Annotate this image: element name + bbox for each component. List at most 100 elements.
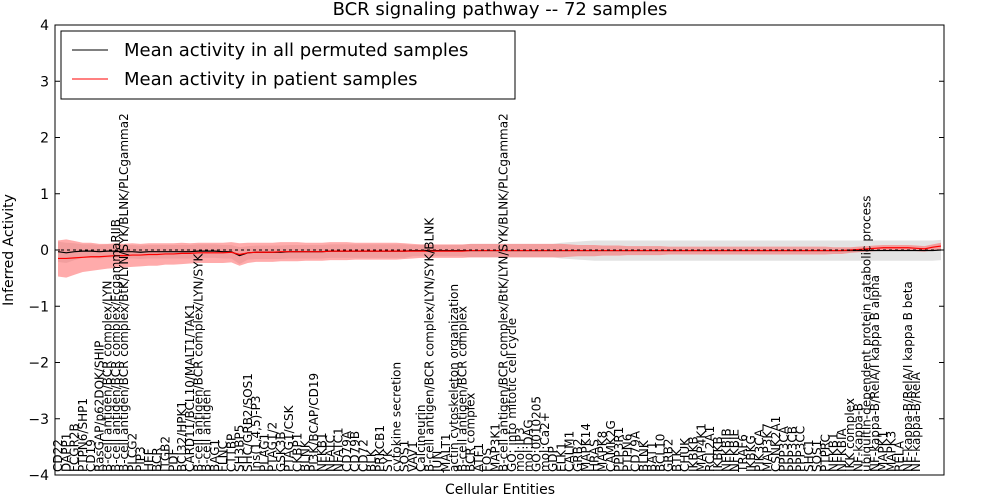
entity-label: BCR <box>150 447 164 472</box>
entity-label: B-cell antigen/BCR complex/FcgammaRIIB <box>109 219 123 472</box>
entity-label: TRAF6 <box>736 434 750 473</box>
entity-label: ATF1 <box>472 443 486 472</box>
entity-label: NFKBIA <box>835 427 849 472</box>
entity-label: actin cytoskeleton organization <box>447 284 461 472</box>
entity-label: BTK <box>670 447 684 472</box>
entity-label: Calcineurin <box>414 405 428 472</box>
entity-label: GO: into mitotic cell cycle <box>505 318 519 472</box>
entity-label: GSK3B <box>274 431 288 472</box>
entity-label: CKBP1 <box>290 433 304 472</box>
entity-label: SHC/GRB2/SOS1 <box>241 373 255 472</box>
entity-label: B-cell antigen/BCR complex/LYN/SYK <box>191 252 205 472</box>
entity-label: PTPN6 <box>620 434 634 472</box>
entity-label: PI3K/BCAP/CD19 <box>307 373 321 472</box>
entity-label: B-cell antigen/BCR complex/BtK/LYN/SYK/B… <box>497 113 511 472</box>
patient-band <box>58 239 941 278</box>
entity-label: PTAG1/CSK <box>282 404 296 472</box>
y-tick-label: −1 <box>28 299 49 315</box>
entity-label: CAMK2G <box>604 420 618 472</box>
entity-label: B-cell antigen/BCR complex <box>455 306 469 472</box>
entity-label: MAP4K1 <box>695 423 709 472</box>
entity-label: CARD11/BCL10/MALT1/TAK1 <box>183 303 197 472</box>
entity-label: Ins(1,4,5)-P3 <box>249 396 263 473</box>
entity-label: MAPK3 <box>884 431 898 472</box>
entity-label: PPP3R1 <box>612 427 626 472</box>
entity-label: B-cell antigen/BCR complex/LYN <box>101 280 115 472</box>
entity-label: NF-kappa-B <box>851 403 865 472</box>
entity-label: NFKBIB <box>719 428 733 472</box>
entity-label: GDP <box>546 446 560 472</box>
entity-label: MAPK1 <box>876 431 890 472</box>
entity-label: CHUK <box>678 437 692 472</box>
plot-frame <box>54 24 945 476</box>
y-tick-label: 2 <box>40 131 49 147</box>
legend-label-patient: Mean activity in patient samples <box>124 69 418 90</box>
entity-label: DAPP1 <box>59 433 73 472</box>
entity-label: SYK <box>381 448 395 472</box>
entity-label: PIP3 <box>134 446 148 472</box>
entity-label: CSNK2A1 <box>769 416 783 472</box>
series-lines <box>57 245 942 260</box>
legend: Mean activity in all permuted samples Me… <box>60 30 516 100</box>
entity-label: PPP3CA <box>777 425 791 472</box>
entity-label: VAV1 <box>406 441 420 472</box>
series-line-patient <box>58 245 942 260</box>
entity-label: PDF <box>167 449 181 472</box>
entity-label: SOS1 <box>810 440 824 472</box>
entity-label: RCL2A1 <box>703 426 717 472</box>
y-tick-label: 4 <box>40 18 49 34</box>
entity-label: JUN <box>431 451 445 473</box>
entity-label: SOS1 <box>398 440 412 472</box>
entity-label: NF-kappa-B/RelA/I kappa B alpha <box>868 275 882 472</box>
entity-label: CD79B <box>348 431 362 472</box>
entity-label: NF-kappa-B/RelA <box>909 371 923 472</box>
entity-label: B-cell antigen/BCR complex/LYN/SYK/BLNK <box>422 217 436 472</box>
entity-label: CD72 <box>356 439 370 472</box>
entity-label: BAG1 <box>208 439 222 472</box>
entity-label: NFATC <box>323 435 337 472</box>
entity-label: HRAS <box>587 439 601 472</box>
entity-label: IKBKB <box>711 436 725 472</box>
entity-label: PRKCB1 <box>373 425 387 472</box>
legend-label-permuted: Mean activity in all permuted samples <box>124 40 468 61</box>
entity-label: CD79A <box>340 430 354 472</box>
entity-label: B-cell antigen <box>200 389 214 472</box>
entity-label: PTPRC <box>818 434 832 472</box>
entity-label: PIK3CA <box>752 428 766 472</box>
y-tick-label: 0 <box>40 243 49 259</box>
entity-label: IKBKB <box>686 436 700 472</box>
entity-label: SHC1 <box>802 439 816 472</box>
entity-label: FCGR2B <box>68 423 82 472</box>
entity-label: NFKBIE <box>728 429 742 472</box>
entity-label: RasGAP/p62DOK/SHIP <box>92 341 106 472</box>
y-tick-label: −2 <box>28 356 49 372</box>
entity-label: RELA <box>893 440 907 472</box>
entity-label: PPP3CB <box>785 426 799 472</box>
entity-label: mol:DAG <box>521 419 535 472</box>
entity-labels: CD22DAPP1FCGR2BPTPN6/SHP1CD19RasGAP/p62D… <box>51 113 923 473</box>
entity-label: MAPK8 <box>596 431 610 472</box>
entity-label: BAT1 <box>645 442 659 472</box>
entity-label: GRB2 <box>662 438 676 472</box>
entity-label: NFATC1 <box>332 427 346 472</box>
entity-label: PPP3CC <box>794 426 808 472</box>
entity-label: PTAG1/2 <box>266 422 280 472</box>
entity-label: BCR complex <box>464 393 478 472</box>
y-tick-label: −3 <box>28 412 49 428</box>
x-axis-label: Cellular Entities <box>445 482 555 498</box>
entity-label: PLAG1 <box>257 433 271 472</box>
entity-label: GO:0010205 <box>530 396 544 472</box>
entity-label: NFKB1 <box>827 432 841 472</box>
entity-label: CD79A <box>629 430 643 472</box>
y-tick-label: 1 <box>40 187 49 203</box>
y-tick-label: 3 <box>40 74 49 90</box>
entity-label: CD19 <box>84 439 98 472</box>
entity-label: mol:IP3 <box>513 427 527 472</box>
entity-label: GRB2 <box>571 438 585 472</box>
entity-label: MAP3K1 <box>488 423 502 472</box>
entity-label: CALM1 <box>563 431 577 472</box>
confidence-bands <box>58 239 941 278</box>
entity-label: ITGB2 <box>158 436 172 472</box>
entity-label: CTTBP <box>224 434 238 472</box>
entity-label: cytokine secretion <box>389 362 403 472</box>
